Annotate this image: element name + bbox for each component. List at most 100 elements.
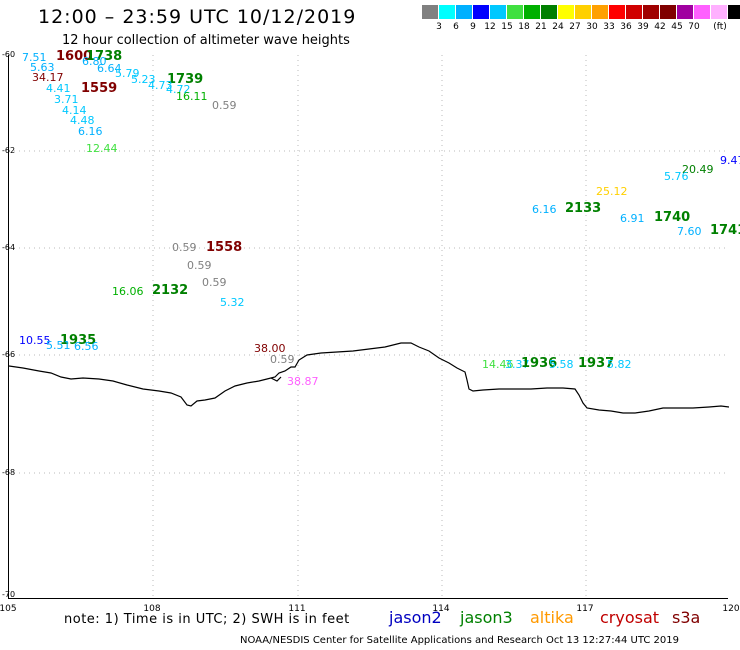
legend-swatch bbox=[592, 5, 609, 19]
wave-height-label: 5.79 bbox=[115, 67, 140, 80]
wave-height-label: 12.44 bbox=[86, 142, 118, 155]
legend-swatch bbox=[609, 5, 626, 19]
map-canvas bbox=[9, 55, 729, 599]
satellite-label-jason2: jason2 bbox=[389, 608, 442, 627]
legend-swatch bbox=[456, 5, 473, 19]
wave-height-label: 38.87 bbox=[287, 375, 319, 388]
map-frame bbox=[8, 55, 729, 599]
wave-height-label: 6.91 bbox=[620, 212, 645, 225]
legend-label: 36 bbox=[620, 22, 632, 32]
map-subtitle: 12 hour collection of altimeter wave hei… bbox=[62, 33, 350, 48]
legend-swatch bbox=[626, 5, 643, 19]
satellite-label-jason3: jason3 bbox=[460, 608, 513, 627]
wave-height-label: 7.60 bbox=[677, 225, 702, 238]
wave-height-label: 34.17 bbox=[32, 71, 64, 84]
antarctic-coastline bbox=[9, 342, 729, 414]
pass-time-label: 1936 bbox=[521, 356, 558, 371]
latitude-label: -60 bbox=[2, 50, 16, 59]
wave-height-label: 6.56 bbox=[74, 340, 99, 353]
wave-height-label: 5.82 bbox=[607, 358, 632, 371]
wave-height-label: 25.12 bbox=[596, 185, 628, 198]
wave-height-label: 0.59 bbox=[270, 353, 295, 366]
wave-height-label: 4.73 bbox=[148, 79, 173, 92]
legend-swatch bbox=[575, 5, 592, 19]
legend-swatch bbox=[541, 5, 558, 19]
wave-height-label: 5.51 bbox=[46, 339, 71, 352]
wave-height-label: 6.16 bbox=[532, 203, 557, 216]
pass-time-label: 2132 bbox=[152, 283, 189, 298]
wave-height-label: 4.41 bbox=[46, 82, 71, 95]
credit-line: NOAA/NESDIS Center for Satellite Applica… bbox=[240, 635, 679, 646]
longitude-label: 108 bbox=[143, 604, 161, 614]
wave-height-label: 7.51 bbox=[22, 51, 47, 64]
wave-height-label: 5.76 bbox=[664, 170, 689, 183]
wave-height-label: 5.58 bbox=[549, 358, 574, 371]
wave-height-label: 0.59 bbox=[212, 99, 237, 112]
legend-swatch bbox=[473, 5, 490, 19]
latitude-label: -70 bbox=[2, 590, 16, 599]
pass-time-label: 1741 bbox=[710, 223, 740, 238]
legend-label: 12 bbox=[484, 22, 496, 32]
wave-height-label: 4.14 bbox=[62, 104, 87, 117]
legend-label: 21 bbox=[535, 22, 547, 32]
wave-height-label: 4.48 bbox=[70, 114, 95, 127]
pass-time-label: 1935 bbox=[60, 333, 97, 348]
footnote: note: 1) Time is in UTC; 2) SWH is in fe… bbox=[64, 612, 350, 627]
pass-time-label: 1740 bbox=[654, 210, 691, 225]
legend-label: 39 bbox=[637, 22, 649, 32]
longitude-label: 105 bbox=[0, 604, 17, 614]
wave-height-label: 6.80 bbox=[82, 55, 107, 68]
legend-label: 3 bbox=[436, 22, 442, 32]
wave-height-label: 4.72 bbox=[166, 83, 191, 96]
satellite-label-cryosat: cryosat bbox=[600, 608, 660, 627]
wave-height-label: 14.46 bbox=[482, 358, 514, 371]
wave-height-label: 3.71 bbox=[54, 93, 79, 106]
legend-swatch bbox=[558, 5, 575, 19]
longitude-label: 114 bbox=[432, 604, 450, 614]
pass-time-label: 1600 bbox=[56, 49, 93, 64]
wave-height-label: 16.06 bbox=[112, 285, 144, 298]
legend-swatch bbox=[490, 5, 507, 19]
satellite-label-s3a: s3a bbox=[672, 608, 701, 627]
wave-height-label: 5.23 bbox=[131, 73, 156, 86]
color-legend bbox=[422, 5, 740, 19]
wave-height-label: 0.59 bbox=[172, 241, 197, 254]
legend-swatch bbox=[524, 5, 541, 19]
legend-swatch bbox=[711, 5, 728, 19]
legend-label: 42 bbox=[654, 22, 666, 32]
legend-swatch bbox=[422, 5, 439, 19]
legend-swatch bbox=[728, 5, 740, 19]
legend-label: 45 bbox=[671, 22, 683, 32]
legend-label: (ft) bbox=[713, 22, 727, 32]
wave-height-label: 0.59 bbox=[202, 276, 227, 289]
wave-height-label: 10.55 bbox=[19, 334, 51, 347]
legend-swatch bbox=[660, 5, 677, 19]
legend-swatch bbox=[439, 5, 456, 19]
legend-swatch bbox=[677, 5, 694, 19]
wave-height-label: 9.47 bbox=[720, 154, 740, 167]
pass-time-label: 1558 bbox=[206, 240, 243, 255]
legend-swatch bbox=[643, 5, 660, 19]
legend-label: 27 bbox=[569, 22, 581, 32]
wave-height-label: 5.32 bbox=[220, 296, 245, 309]
pass-time-label: 1937 bbox=[578, 356, 615, 371]
satellite-label-altika: altika bbox=[530, 608, 574, 627]
pass-time-label: 1738 bbox=[86, 49, 123, 64]
wave-height-label: 6.16 bbox=[78, 125, 103, 138]
latitude-label: -64 bbox=[2, 243, 16, 252]
map-title: 12:00 – 23:59 UTC 10/12/2019 bbox=[38, 6, 357, 28]
legend-swatch bbox=[507, 5, 524, 19]
wave-height-label: 3.37 bbox=[505, 358, 530, 371]
latitude-label: -68 bbox=[2, 468, 16, 477]
legend-label: 15 bbox=[501, 22, 513, 32]
latitude-label: -62 bbox=[2, 146, 16, 155]
wave-height-label: 6.64 bbox=[97, 62, 122, 75]
legend-label: 9 bbox=[470, 22, 476, 32]
coastline-notch bbox=[270, 376, 282, 382]
latitude-label: -66 bbox=[2, 350, 16, 359]
legend-label: 24 bbox=[552, 22, 564, 32]
wave-height-label: 20.49 bbox=[682, 163, 714, 176]
longitude-label: 117 bbox=[576, 604, 594, 614]
legend-label: 33 bbox=[603, 22, 615, 32]
legend-label: 70 bbox=[688, 22, 700, 32]
